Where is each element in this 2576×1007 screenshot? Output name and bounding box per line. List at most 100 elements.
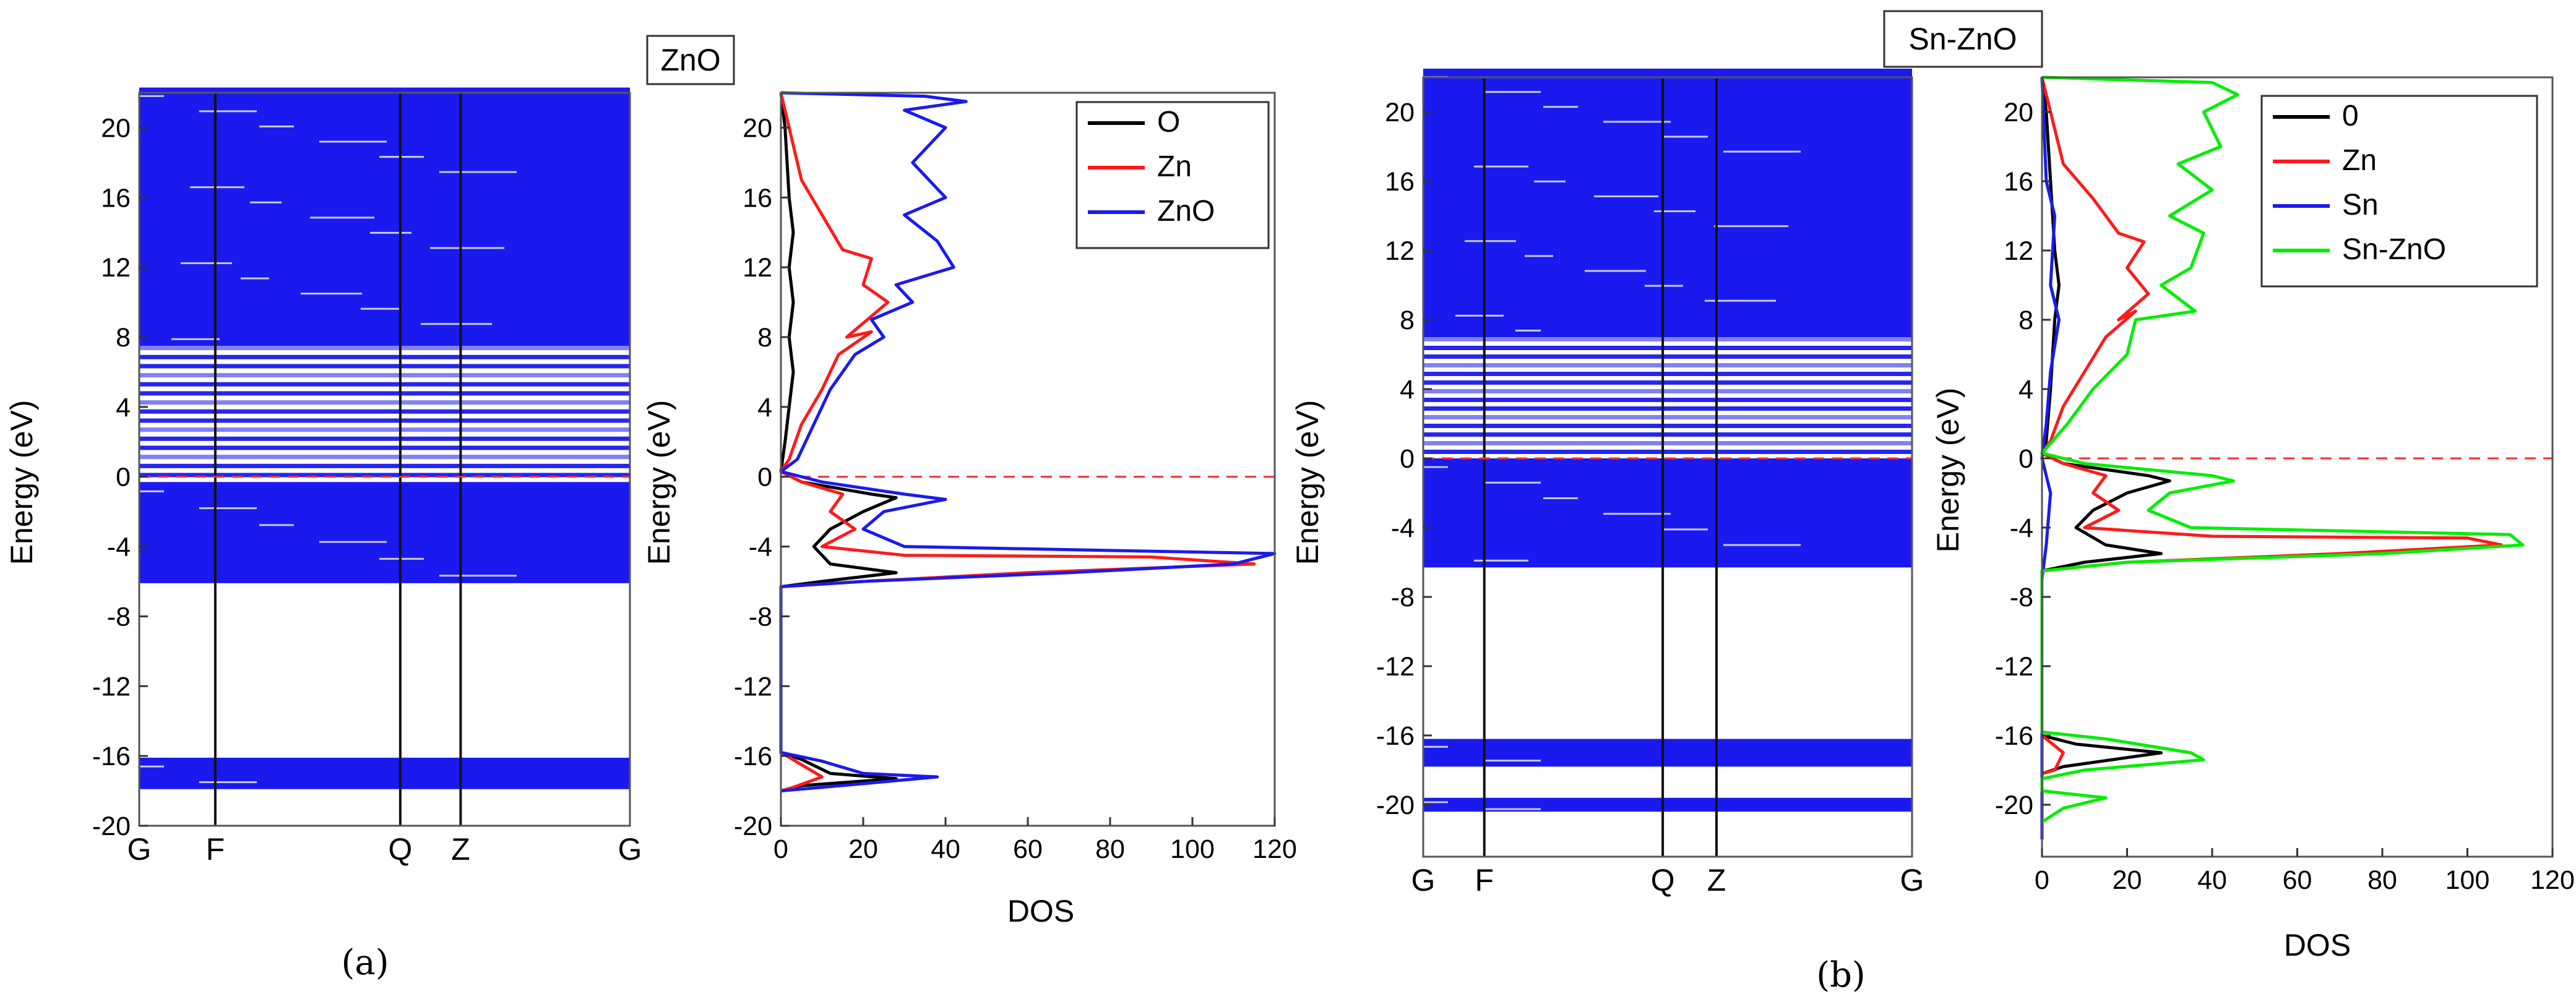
ytick-label: 0 bbox=[1400, 444, 1415, 474]
band-line bbox=[1423, 354, 1912, 359]
band-highlight bbox=[199, 110, 257, 113]
band-region bbox=[1423, 739, 1912, 767]
ytick-label: 4 bbox=[2018, 375, 2033, 405]
band-highlight bbox=[1543, 497, 1578, 499]
series-line-sn-zno bbox=[2040, 75, 2525, 824]
series-line-o bbox=[779, 92, 898, 793]
band-highlight bbox=[250, 201, 282, 204]
band-region bbox=[139, 346, 630, 482]
band-highlight bbox=[310, 216, 374, 219]
xtick-label: 40 bbox=[931, 834, 960, 864]
ytick-label: -12 bbox=[1376, 652, 1415, 682]
xtick-label: 40 bbox=[2197, 865, 2227, 895]
band-line bbox=[1423, 389, 1912, 393]
legend-label: 0 bbox=[2342, 100, 2359, 132]
ytick-label: -12 bbox=[734, 672, 772, 701]
ytick-label: 20 bbox=[1385, 98, 1415, 127]
caption-b: (b) bbox=[1816, 955, 1866, 995]
ytick-label: -20 bbox=[1376, 791, 1415, 820]
band-highlight bbox=[1474, 559, 1528, 562]
band-line bbox=[1423, 398, 1912, 402]
title-box-a: ZnO bbox=[646, 35, 735, 85]
band-highlight bbox=[1483, 481, 1541, 484]
band-highlight bbox=[259, 524, 294, 526]
title-b: Sn-ZnO bbox=[1908, 22, 2017, 56]
xticks-a-dos: 0 20 40 60 80 100 120 bbox=[773, 817, 1297, 864]
band-highlight bbox=[1525, 255, 1553, 257]
xtick-label: 80 bbox=[1095, 834, 1125, 864]
ytick-label: -20 bbox=[92, 812, 131, 841]
band-line bbox=[139, 382, 630, 387]
ytick-label: -8 bbox=[1391, 583, 1415, 612]
ytick-label: -12 bbox=[1995, 652, 2033, 682]
band-highlight bbox=[259, 125, 294, 127]
band-line bbox=[139, 418, 630, 423]
ytick-label: 20 bbox=[101, 113, 131, 143]
ytick-label: 12 bbox=[101, 253, 131, 283]
ytick-label: -12 bbox=[92, 672, 131, 701]
band-highlight bbox=[1663, 135, 1708, 138]
ylabel-b-band: Energy (eV) bbox=[1290, 400, 1325, 565]
band-line bbox=[139, 445, 630, 450]
band-line bbox=[139, 455, 630, 460]
band-line bbox=[139, 364, 630, 369]
yticks-a-dos: 20 16 12 8 4 0 -4 -8 -12 -16 -20 bbox=[734, 113, 790, 841]
ytick-label: 16 bbox=[2004, 167, 2033, 197]
band-highlight bbox=[139, 490, 164, 492]
legend-label: Zn bbox=[2342, 144, 2377, 177]
legend-a-dos: O Zn ZnO bbox=[1075, 101, 1270, 249]
band-highlight bbox=[1465, 240, 1516, 242]
ytick-label: 0 bbox=[116, 463, 131, 492]
plot-frame-b-band bbox=[1422, 76, 1913, 858]
xticks-b-dos: 0 20 40 60 80 100 120 bbox=[2035, 848, 2575, 895]
band-highlight bbox=[430, 247, 504, 249]
band-line bbox=[1423, 337, 1912, 341]
band-region bbox=[1423, 797, 1912, 812]
band-highlight bbox=[1654, 210, 1695, 213]
band-highlight bbox=[1705, 299, 1776, 302]
band-highlight bbox=[199, 507, 257, 510]
ytick-label: 12 bbox=[743, 253, 772, 283]
ylabel-b-dos: Energy (eV) bbox=[1931, 388, 1965, 553]
yticks-b-dos: 20 16 12 8 4 0 -4 -8 -12 -16 -20 bbox=[1995, 98, 2051, 820]
legend-label: Zn bbox=[1157, 150, 1192, 183]
band-highlight bbox=[439, 575, 517, 577]
ytick-label: -16 bbox=[1376, 721, 1415, 751]
xtick-label: 0 bbox=[2035, 865, 2049, 895]
ylabel-a-band: Energy (eV) bbox=[4, 400, 39, 565]
kpoint-label: Z bbox=[451, 832, 470, 867]
band-highlight bbox=[1534, 180, 1566, 182]
xtick-label: 60 bbox=[2283, 865, 2312, 895]
band-highlight bbox=[199, 781, 257, 784]
band-highlight bbox=[1663, 528, 1708, 531]
ytick-label: 8 bbox=[757, 323, 772, 353]
band-highlight bbox=[1483, 91, 1541, 93]
ytick-label: 16 bbox=[743, 183, 772, 213]
band-line bbox=[1423, 380, 1912, 385]
band-highlight bbox=[1483, 760, 1541, 762]
band-line bbox=[139, 373, 630, 378]
band-line bbox=[1423, 450, 1912, 454]
band-line bbox=[139, 409, 630, 414]
kpoint-lines-b bbox=[1483, 77, 1718, 857]
ytick-label: -16 bbox=[1995, 721, 2033, 751]
band-line bbox=[139, 346, 630, 351]
title-a: ZnO bbox=[660, 43, 720, 77]
band-highlight bbox=[1603, 121, 1671, 123]
kpoint-label: G bbox=[618, 832, 642, 867]
band-highlight bbox=[190, 186, 244, 189]
kpoint-label: F bbox=[1475, 863, 1494, 898]
band-highlight bbox=[421, 323, 492, 325]
caption-a: (a) bbox=[341, 943, 389, 983]
band-highlight bbox=[1474, 165, 1528, 168]
band-line bbox=[1423, 346, 1912, 350]
band-line bbox=[1423, 415, 1912, 419]
ytick-label: 8 bbox=[116, 323, 131, 353]
ytick-label: -16 bbox=[734, 742, 772, 771]
ytick-label: 12 bbox=[2004, 236, 2033, 266]
kpoint-label: G bbox=[1900, 863, 1924, 898]
ytick-label: 8 bbox=[1400, 306, 1415, 335]
